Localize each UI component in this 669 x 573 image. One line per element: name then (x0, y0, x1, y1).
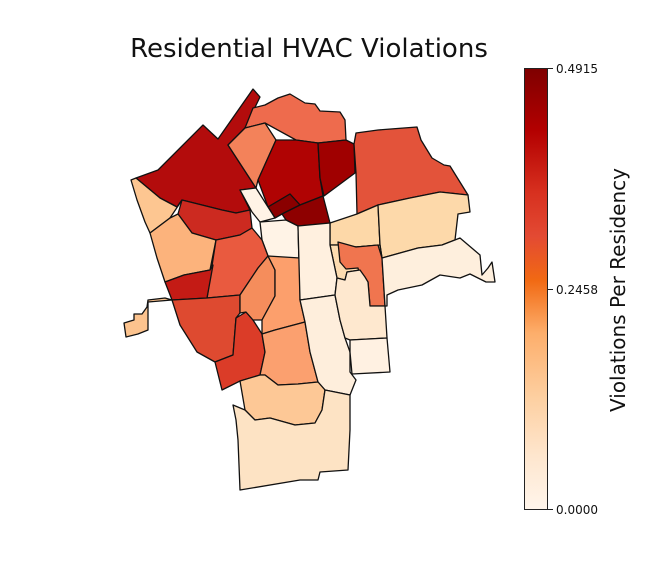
region-west-pale (130, 177, 183, 234)
chart-title: Residential HVAC Violations (130, 34, 488, 64)
region-north-central-east (317, 139, 356, 197)
colorbar (524, 68, 548, 510)
region-west-tail (123, 297, 173, 338)
region-south-large (232, 389, 351, 491)
colorbar-tick-label-mid: 0.2458 (556, 283, 598, 297)
region-west-orange (149, 213, 217, 283)
colorbar-tick-label-max: 0.4915 (556, 62, 598, 76)
region-east-cream-c (349, 337, 391, 375)
region-east-cream-b (334, 269, 388, 341)
colorbar-tick-label-min: 0.0000 (556, 503, 598, 517)
colorbar-tick-max (548, 68, 553, 69)
region-east-pale-a (329, 204, 381, 248)
colorbar-tick-min (548, 509, 553, 510)
colorbar-tick-mid (548, 289, 553, 290)
colorbar-label: Violations Per Residency (606, 168, 630, 412)
region-east-cream (381, 237, 496, 307)
region-southwest-red (171, 294, 241, 363)
